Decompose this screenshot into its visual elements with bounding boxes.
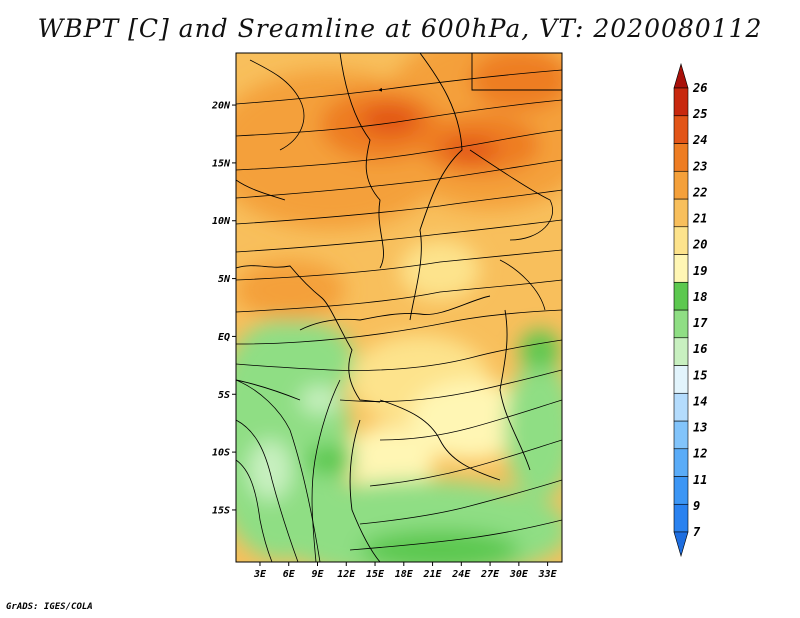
lat-tick-label: 10N (212, 216, 231, 227)
colorbar-max-arrow (673, 62, 689, 89)
colorbar-swatch (673, 503, 689, 533)
lat-tick-label: 20N (211, 101, 231, 112)
credit-label: GrADS: IGES/COLA (6, 602, 93, 612)
colorbar-label: 17 (693, 316, 708, 330)
colorbar-label: 26 (692, 81, 707, 95)
colorbar-swatch (673, 448, 689, 477)
colorbar-swatch (673, 309, 689, 339)
lon-tick-label: 18E (395, 569, 414, 580)
colorbar-swatch (673, 420, 689, 450)
colorbar-swatch (673, 87, 689, 117)
map-title: WBPT [C] and Sreamline at 600hPa, VT: 20… (37, 14, 763, 43)
country-borders (236, 53, 562, 562)
lat-tick-label: 10S (212, 448, 230, 459)
colorbar-swatch (673, 281, 689, 311)
colorbar-swatch (673, 392, 689, 422)
colorbar-label: 21 (692, 212, 707, 226)
colorbar-swatch (673, 254, 689, 283)
colorbar-swatch (673, 170, 689, 200)
colorbar-swatch (673, 476, 689, 505)
lat-tick-label: 15N (212, 158, 231, 169)
colorbar-label: 14 (693, 394, 707, 408)
colorbar-label: 20 (692, 238, 707, 252)
longitude-axis: 3E 6E 9E 12E 15E 18E 21E 24E 27E 30E 33E (253, 562, 558, 580)
lon-tick-label: 12E (337, 569, 356, 580)
colorbar-label: 18 (693, 290, 707, 304)
colorbar-label: 11 (693, 473, 707, 487)
colorbar-swatch (673, 365, 689, 394)
colorbar-label: 7 (693, 525, 701, 539)
colorbar-swatch (673, 337, 689, 366)
lon-tick-label: 15E (366, 569, 385, 580)
lon-tick-label: 24E (451, 569, 471, 580)
wbpt-shading (236, 53, 562, 562)
colorbar-label: 12 (693, 447, 707, 461)
map-frame (235, 52, 563, 563)
colorbar-label: 15 (693, 368, 707, 382)
lat-tick-label: 5N (218, 274, 231, 285)
colorbar-swatch (673, 143, 689, 172)
colorbar-swatch (673, 198, 689, 228)
latitude-axis: 20N 15N 10N 5N EQ 5S 10S 15S (211, 101, 236, 516)
colorbar-label: 13 (693, 421, 707, 435)
lat-tick-label: 15S (212, 505, 230, 516)
streamlines (236, 59, 562, 562)
lon-tick-label: 33E (538, 569, 558, 580)
colorbar-label: 25 (692, 107, 707, 121)
lat-tick-label: 5S (218, 390, 230, 401)
lat-tick-label: EQ (218, 332, 230, 343)
colorbar-label: 23 (692, 159, 707, 173)
lon-tick-label: 3E (253, 569, 267, 580)
colorbar-swatch (673, 226, 689, 255)
colorbar: 7 9 11 12 13 14 15 16 17 18 19 20 21 22 23 24 25 26 (673, 62, 708, 558)
colorbar-label: 9 (693, 499, 700, 513)
colorbar-label: 19 (693, 264, 707, 278)
colorbar-min-arrow (673, 531, 689, 558)
lon-tick-label: 27E (480, 569, 500, 580)
colorbar-label: 16 (693, 342, 707, 356)
colorbar-label: 22 (692, 185, 707, 199)
colorbar-swatch (673, 115, 689, 144)
lon-tick-label: 9E (311, 569, 324, 580)
lon-tick-label: 21E (423, 569, 443, 580)
colorbar-label: 24 (692, 133, 707, 147)
lon-tick-label: 6E (283, 569, 296, 580)
lon-tick-label: 30E (509, 569, 529, 580)
